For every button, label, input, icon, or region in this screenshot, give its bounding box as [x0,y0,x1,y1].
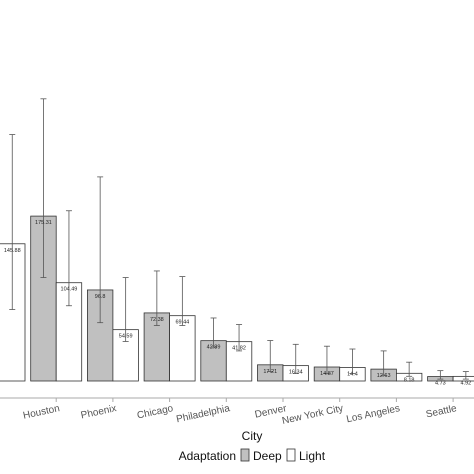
error-bar-denver-deep [267,340,274,372]
error-bar-houston-deep [40,98,47,278]
error-bar-seattle-light [462,371,469,380]
data-label-phoenix-deep: 96.8 [95,294,106,300]
x-tick-label-chicago: Chicago [136,403,175,421]
data-label-philadelphia-deep: 42.89 [207,345,221,351]
data-label-new-york-city-light: 14.4 [347,371,358,377]
error-bar-philadelphia-light [236,324,243,352]
data-label-los-angeles-deep: 12.63 [377,373,391,379]
data-label-philadelphia-light: 41.82 [232,346,246,352]
legend-swatch-deep [240,448,250,462]
x-tick-label-philadelphia: Philadelphia [175,403,231,425]
error-bar-unlabeled-light [9,134,16,310]
error-bar-philadelphia-deep [210,317,217,348]
data-label-denver-deep: 17.21 [263,369,277,375]
data-label-chicago-light: 69.44 [175,320,189,326]
x-tick-label-new-york-city: New York City [281,403,344,427]
x-axis-title: City [242,429,263,443]
error-bar-chicago-light [179,276,186,326]
legend: Adaptation Deep Light [179,448,326,463]
data-label-los-angeles-light: 8.18 [404,377,415,383]
x-tick-label-houston: Houston [22,403,61,422]
bars-layer [0,215,474,382]
error-bar-phoenix-light [122,277,129,342]
data-label-houston-deep: 175.31 [35,220,52,226]
x-ticks-layer: Houston Phoenix Chicago Philadelphia DenverN… [22,398,458,427]
legend-swatch-light [286,448,296,462]
data-label-unlabeled-light: 145.88 [4,248,21,254]
error-bar-new-york-city-deep [323,345,330,374]
error-bar-denver-light [292,343,299,374]
data-labels-layer: 145.88 175.31 104.49 96.8 54.59 72.38 69.44 42.… [4,220,471,386]
x-tick-label-phoenix: Phoenix [80,403,118,421]
data-label-seattle-light: 4.92 [460,380,471,386]
x-tick-label-los-angeles: Los Angeles [345,403,401,425]
data-label-seattle-deep: 4.73 [435,381,446,387]
legend-label-deep: Deep [253,449,282,463]
data-label-new-york-city-deep: 14.87 [320,371,334,377]
error-bar-chicago-deep [153,270,160,326]
error-bar-new-york-city-light [349,348,356,374]
legend-title: Adaptation [179,449,236,463]
legend-label-light: Light [299,449,326,463]
data-label-phoenix-light: 54.59 [119,334,133,340]
error-bar-seattle-deep [437,370,444,380]
error-bar-houston-light [65,210,72,307]
bar-chicago-light [169,315,196,382]
error-bar-los-angeles-deep [380,350,387,376]
error-bar-phoenix-deep [97,176,104,324]
data-label-houston-light: 104.49 [61,287,78,293]
data-label-denver-light: 16.34 [289,370,303,376]
error-bar-los-angeles-light [406,361,413,377]
x-tick-label-seattle: Seattle [425,403,458,420]
error-bars-layer [9,98,469,380]
data-label-chicago-deep: 72.38 [150,317,164,323]
